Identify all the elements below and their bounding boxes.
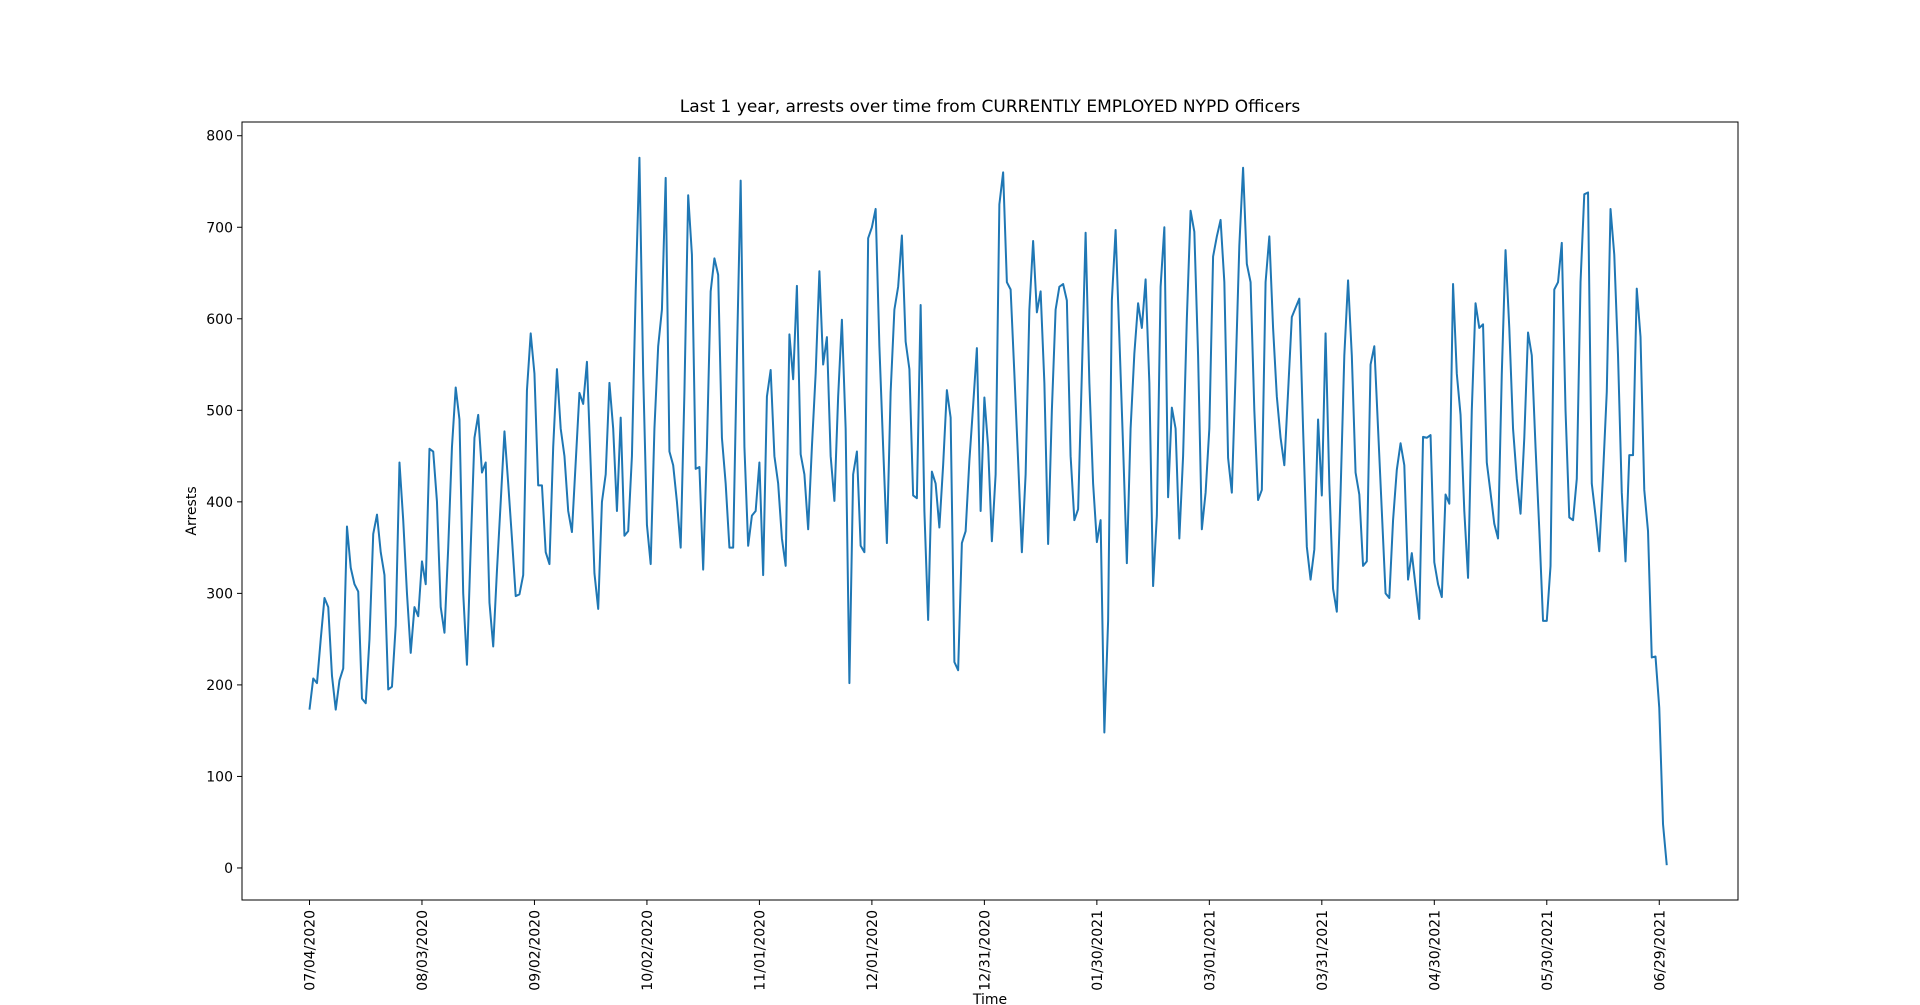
x-axis-label: Time [972, 992, 1007, 1005]
x-tick-label: 12/01/2020 [865, 910, 881, 991]
x-tick-label: 01/30/2021 [1090, 910, 1106, 991]
y-tick-label: 100 [206, 769, 233, 785]
y-axis: 0 100 200 300 400 500 600 700 800 [206, 129, 242, 877]
x-tick-label: 06/29/2021 [1652, 910, 1668, 991]
y-tick-label: 700 [206, 220, 233, 236]
y-tick-label: 300 [206, 586, 233, 602]
x-tick-label: 11/01/2020 [752, 910, 768, 991]
y-tick-label: 0 [224, 861, 233, 877]
x-tick-label: 05/30/2021 [1540, 910, 1556, 991]
y-axis-label: Arrests [184, 486, 200, 535]
x-tick-label: 09/02/2020 [527, 910, 543, 991]
x-tick-label: 07/04/2020 [302, 910, 318, 991]
x-tick-label: 12/31/2020 [977, 910, 993, 991]
x-tick-label: 08/03/2020 [415, 910, 431, 991]
x-tick-label: 10/02/2020 [640, 910, 656, 991]
y-tick-label: 400 [206, 495, 233, 511]
x-tick-label: 03/01/2021 [1202, 910, 1218, 991]
plot-frame [241, 121, 1739, 901]
series-line [308, 156, 1668, 866]
x-tick-label: 04/30/2021 [1427, 910, 1443, 991]
x-axis: 07/04/2020 08/03/2020 09/02/2020 10/02/2020… [302, 900, 1668, 991]
y-tick-label: 600 [206, 312, 233, 328]
x-tick-label: 03/31/2021 [1315, 910, 1331, 991]
y-tick-label: 200 [206, 678, 233, 694]
series-layer [308, 156, 1668, 866]
chart-title: Last 1 year, arrests over time from CURR… [680, 97, 1301, 117]
y-tick-label: 800 [206, 129, 233, 145]
y-tick-label: 500 [206, 403, 233, 419]
